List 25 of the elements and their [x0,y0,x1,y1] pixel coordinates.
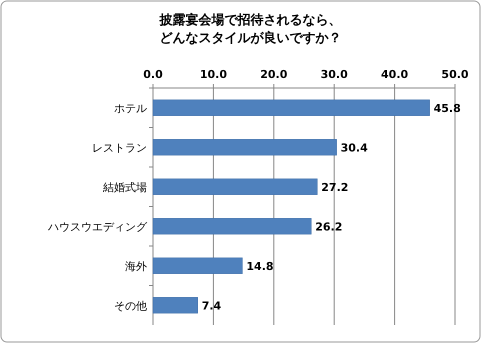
data-label: 14.8 [246,260,274,273]
data-label: 26.2 [315,220,342,234]
data-label: 30.4 [340,141,368,154]
bar [152,100,430,116]
x-tick-label: 20.0 [260,68,288,81]
y-tick-label: 結婚式場 [102,180,147,194]
x-tick-label: 50.0 [441,68,469,81]
y-tick-label: レストラン [92,141,147,154]
bar [152,297,198,314]
y-tick-label: 海外 [125,260,147,273]
x-tick-label: 40.0 [381,68,409,81]
x-tick-label: 30.0 [320,68,348,81]
y-tick-label: その他 [114,299,147,312]
bar [152,178,318,195]
data-label: 45.8 [434,102,461,115]
data-label: 27.2 [321,180,348,194]
y-tick-label: ハウスウエディング [47,220,148,234]
x-tick-label: 10.0 [200,68,228,81]
bar [152,218,312,234]
chart-title: 披露宴会場で招待されるなら、どんなスタイルが良いですか？ [158,12,342,46]
data-label: 7.4 [202,299,222,312]
x-tick-label: 0.0 [143,68,164,81]
bar [152,258,243,274]
bar [152,139,337,156]
y-tick-label: ホテル [114,102,147,115]
